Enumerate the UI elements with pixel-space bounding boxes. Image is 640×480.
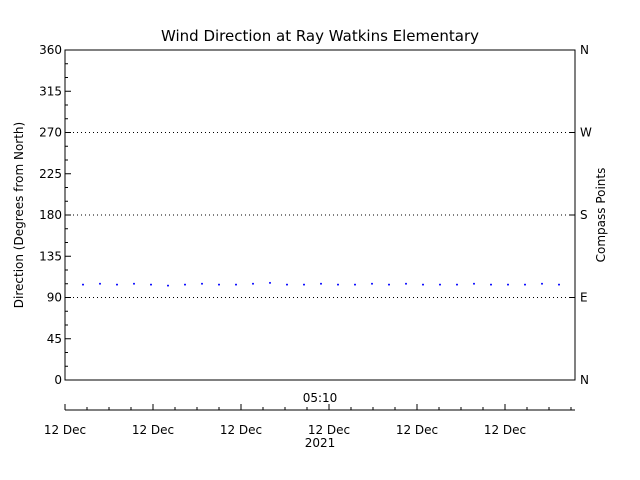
data-point (99, 282, 101, 285)
x-year-label: 2021 (305, 436, 336, 450)
right-axis-title: Compass Points (594, 168, 608, 263)
time-tick-label: 12 Dec (308, 423, 350, 437)
time-tick-label: 12 Dec (220, 423, 262, 437)
data-point (473, 282, 475, 285)
data-point (184, 283, 186, 286)
data-point (558, 283, 560, 286)
data-point (201, 282, 203, 285)
data-point (405, 282, 407, 285)
compass-tick-label: E (580, 291, 588, 305)
y-tick-label: 135 (39, 249, 62, 263)
x-top-label: 05:10 (303, 391, 338, 405)
time-axis: 12 Dec 12 Dec 12 Dec 12 Dec 12 Dec 12 Dec (44, 404, 575, 437)
data-point (456, 283, 458, 286)
data-point (388, 283, 390, 286)
left-y-axis: 0 45 90 135 180 225 270 315 360 (39, 43, 71, 387)
data-point (252, 282, 254, 285)
time-tick-label: 12 Dec (484, 423, 526, 437)
data-point (524, 283, 526, 286)
data-point (167, 284, 169, 287)
chart-title: Wind Direction at Ray Watkins Elementary (161, 27, 479, 45)
data-point (337, 283, 339, 286)
time-tick-label: 12 Dec (396, 423, 438, 437)
compass-tick-label: N (580, 43, 589, 57)
compass-tick-label: N (580, 373, 589, 387)
y-tick-label: 225 (39, 167, 62, 181)
y-tick-label: 0 (54, 373, 62, 387)
y-tick-label: 270 (39, 126, 62, 140)
left-axis-title: Direction (Degrees from North) (12, 122, 26, 308)
data-point (541, 282, 543, 285)
gridlines (65, 132, 575, 298)
y-tick-label: 315 (39, 84, 62, 98)
data-points (82, 281, 560, 287)
data-point (439, 283, 441, 286)
data-point (286, 283, 288, 286)
data-point (150, 283, 152, 286)
data-point (371, 282, 373, 285)
data-point (354, 283, 356, 286)
data-point (320, 282, 322, 285)
data-point (269, 281, 271, 284)
y-tick-label: 180 (39, 208, 62, 222)
data-point (133, 282, 135, 285)
data-point (490, 283, 492, 286)
data-point (116, 283, 118, 286)
data-point (82, 283, 84, 286)
y-tick-label: 45 (47, 332, 62, 346)
time-tick-label: 12 Dec (44, 423, 86, 437)
compass-tick-label: S (580, 208, 588, 222)
data-point (422, 283, 424, 286)
compass-tick-label: W (580, 126, 592, 140)
data-point (507, 283, 509, 286)
data-point (235, 283, 237, 286)
data-point (218, 283, 220, 286)
data-point (303, 283, 305, 286)
right-y-axis: N E S W N (569, 43, 592, 387)
time-tick-label: 12 Dec (132, 423, 174, 437)
y-tick-label: 360 (39, 43, 62, 57)
y-tick-label: 90 (47, 291, 62, 305)
